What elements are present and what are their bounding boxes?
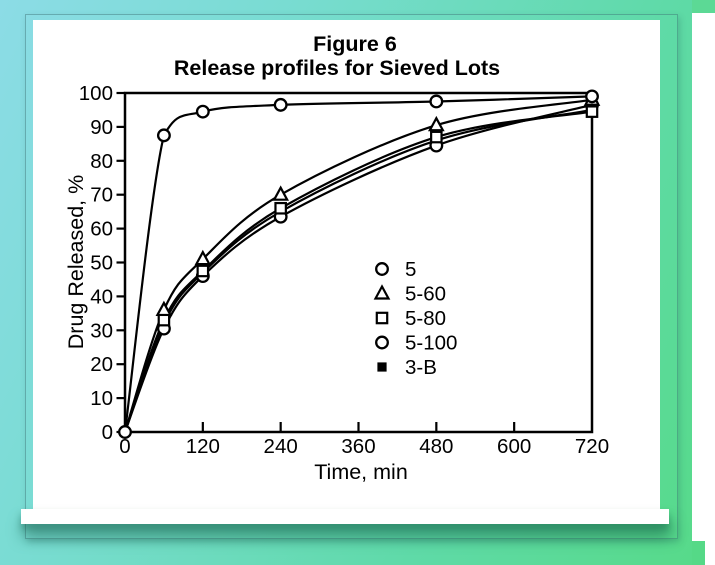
y-axis-label: Drug Released, %: [64, 175, 88, 349]
series-line-5-80: [123, 110, 593, 433]
y-tick-label: 80: [90, 150, 113, 173]
legend-label-5: 5: [405, 258, 416, 281]
legend-label-5-60: 5-60: [405, 283, 446, 306]
y-tick-label: 100: [79, 82, 113, 105]
series-line-5: [123, 95, 593, 433]
x-tick-label: 480: [419, 435, 453, 458]
x-tick-label: 0: [119, 435, 130, 458]
series-marker-5: [585, 89, 599, 104]
legend-label-5-80: 5-80: [405, 307, 446, 330]
figure-paper: Figure 6 Release profiles for Sieved Lots…: [33, 20, 660, 513]
y-tick-label: 50: [90, 251, 113, 274]
y-tick-label: 10: [90, 387, 113, 410]
series-marker-5: [118, 425, 132, 439]
chart-title: Figure 6: [313, 32, 397, 56]
y-tick-label: 30: [90, 319, 113, 342]
x-tick-label: 360: [341, 435, 375, 458]
series-marker-5: [273, 97, 288, 112]
x-tick-label: 600: [497, 435, 531, 458]
legend-marker-5-60: [373, 284, 391, 300]
x-tick-label: 240: [264, 435, 298, 458]
series-line-3-B: [123, 108, 593, 433]
series-marker-5-60: [427, 115, 445, 132]
y-tick-label: 0: [102, 421, 113, 444]
y-tick-label: 70: [90, 184, 113, 207]
slide-top-edge: [692, 0, 715, 13]
series-marker-5-80: [585, 105, 599, 118]
series-marker-5-60: [194, 249, 212, 266]
y-tick-label: 40: [90, 285, 113, 308]
x-tick-label: 720: [575, 435, 609, 458]
slide-frame-line: [25, 14, 678, 539]
series-marker-5: [156, 128, 171, 143]
series-marker-5-80: [157, 313, 171, 327]
series-marker-5: [429, 94, 444, 109]
legend-marker-3-B: [377, 362, 387, 372]
series-line-5-100: [123, 103, 593, 433]
slide-bottom-edge: [692, 541, 705, 565]
series-marker-5-60: [155, 300, 173, 317]
legend-label-5-100: 5-100: [405, 332, 457, 355]
x-tick-label: 120: [186, 435, 220, 458]
legend-marker-5-80: [375, 311, 389, 325]
legend-marker-5-100: [375, 335, 389, 350]
series-marker-5: [195, 104, 210, 119]
series-marker-5-80: [196, 264, 210, 278]
y-tick-label: 90: [90, 116, 113, 139]
plot-box: [123, 91, 594, 434]
chart-subtitle: Release profiles for Sieved Lots: [174, 56, 500, 80]
y-tick-label: 20: [90, 353, 113, 376]
y-tick-label: 60: [90, 218, 113, 241]
series-marker-5-80: [274, 201, 287, 215]
series-marker-5-60: [272, 185, 290, 201]
x-axis-label: Time, min: [314, 460, 408, 484]
series-marker-5-80: [430, 130, 443, 144]
figure-paper-bottom-strip: [21, 509, 669, 524]
legend-label-3-B: 3-B: [405, 356, 437, 379]
legend-marker-5: [375, 262, 389, 276]
series-line-5-60: [123, 98, 593, 433]
